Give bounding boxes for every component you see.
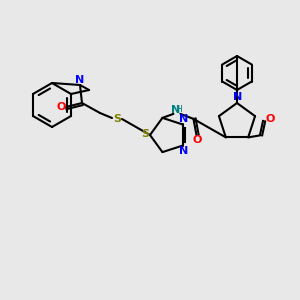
Text: O: O (266, 114, 275, 124)
Text: N: N (179, 114, 188, 124)
Text: S: S (113, 114, 121, 124)
Text: O: O (56, 102, 66, 112)
Text: S: S (141, 129, 149, 139)
Text: O: O (193, 135, 202, 145)
Text: N: N (171, 105, 180, 115)
Text: N: N (233, 92, 243, 102)
Text: N: N (75, 75, 85, 85)
Text: N: N (179, 146, 188, 156)
Text: H: H (175, 105, 182, 114)
